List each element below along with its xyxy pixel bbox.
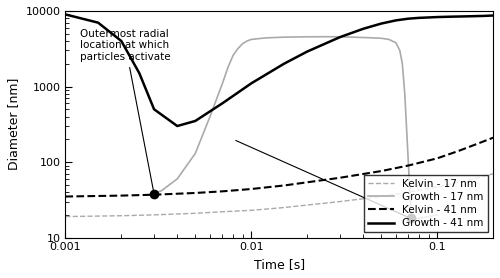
Y-axis label: Diameter [nm]: Diameter [nm]: [7, 78, 20, 170]
Legend: Kelvin - 17 nm, Growth - 17 nm, Kelvin - 41 nm, Growth - 41 nm: Kelvin - 17 nm, Growth - 17 nm, Kelvin -…: [364, 175, 488, 232]
Text: Outermost radial
location at which
particles activate: Outermost radial location at which parti…: [80, 29, 170, 191]
X-axis label: Time [s]: Time [s]: [254, 258, 305, 271]
